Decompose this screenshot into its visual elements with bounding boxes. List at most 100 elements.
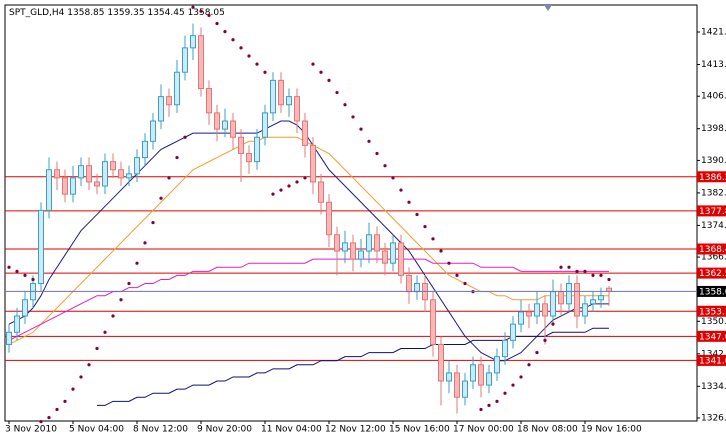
sar-dot <box>23 273 27 277</box>
sar-dot <box>295 180 299 184</box>
sar-dot <box>127 281 131 286</box>
sar-dot <box>599 273 603 277</box>
candle-body <box>270 79 276 114</box>
sar-dot <box>479 407 483 412</box>
header-high: 1359.35 <box>107 8 144 18</box>
sar-dot <box>143 241 147 245</box>
sar-dot <box>279 188 283 192</box>
sar-dot <box>535 350 539 355</box>
sar-dot <box>71 387 75 391</box>
candle-body <box>478 364 484 386</box>
y-tick-label: 1390.30 <box>701 156 726 166</box>
candle-body <box>6 331 12 345</box>
sar-dot <box>287 184 291 188</box>
candle-body <box>302 120 308 146</box>
x-tick-label: 3 Nov 2010 <box>5 425 57 435</box>
candle-body <box>78 165 84 179</box>
candle-body <box>454 372 460 398</box>
sar-dot <box>111 314 115 318</box>
sar-dot <box>15 269 19 273</box>
y-tick-label: 1374.30 <box>701 221 726 231</box>
candle-body <box>206 87 212 114</box>
candle-body <box>278 79 284 106</box>
candle-body <box>310 144 316 183</box>
sar-dot <box>215 21 219 26</box>
sar-dot <box>527 363 531 367</box>
candle-body <box>486 372 492 386</box>
y-tick-label: 1342.70 <box>701 349 726 359</box>
y-tick-label: 1406.10 <box>701 92 726 102</box>
candle-body <box>470 364 476 382</box>
candle-body <box>14 315 20 333</box>
sar-dot <box>383 164 387 168</box>
level-label: 1347.00 <box>699 332 726 342</box>
candle-body <box>62 177 68 195</box>
sar-dot <box>31 277 35 282</box>
sar-dot <box>359 127 363 131</box>
sar-dot <box>607 277 611 282</box>
candle-body <box>46 169 52 211</box>
sar-dot <box>367 139 371 143</box>
sar-dot <box>455 273 459 277</box>
sar-dot <box>159 196 163 200</box>
candle-body <box>494 356 500 374</box>
x-tick-label: 8 Nov 12:00 <box>133 425 188 435</box>
candle-body <box>350 242 356 260</box>
candle-body <box>38 209 44 285</box>
candle-body <box>414 283 420 293</box>
sar-dot <box>415 212 419 217</box>
sar-dot <box>575 269 579 273</box>
level-label: 1386.27 <box>699 173 726 183</box>
candle-body <box>342 242 348 252</box>
y-tick-label: 1366.50 <box>701 253 726 263</box>
candle-body <box>222 120 228 130</box>
level-label-box <box>697 305 726 317</box>
x-tick-label: 15 Nov 16:00 <box>389 425 450 435</box>
sar-dot <box>399 188 403 192</box>
sar-dot <box>511 383 515 387</box>
indicator-line <box>97 327 609 406</box>
y-tick-label: 1334.70 <box>701 382 726 392</box>
candle-body <box>462 380 468 398</box>
x-tick-label: 17 Nov 00:00 <box>453 425 514 435</box>
level-label-box <box>697 267 726 279</box>
sar-dot <box>503 391 507 395</box>
candle-body <box>126 173 132 179</box>
x-tick-label: 11 Nov 04:00 <box>261 425 322 435</box>
indicator-line <box>8 120 609 362</box>
indicator-line <box>8 258 609 341</box>
sar-dot <box>559 265 563 269</box>
y-tick-label: 1413.90 <box>701 60 726 70</box>
sar-dot <box>263 70 267 74</box>
candle-body <box>174 71 180 106</box>
sar-dot <box>567 265 571 269</box>
sar-dot <box>407 200 411 204</box>
plot-frame <box>4 4 698 422</box>
candle-body <box>566 283 572 305</box>
candle-body <box>582 303 588 317</box>
level-label: 1377.87 <box>699 207 726 217</box>
sar-dot <box>463 281 467 286</box>
candle-body <box>502 339 508 358</box>
sar-dot <box>39 420 43 424</box>
candle-body <box>526 311 532 317</box>
candle-body <box>366 234 372 252</box>
y-tick-label: 1398.10 <box>701 124 726 134</box>
level-label-box <box>697 171 726 183</box>
header-close: 1358.05 <box>188 8 225 18</box>
candle-body <box>334 234 340 252</box>
candle-body <box>254 136 260 163</box>
y-tick-label: 1326.90 <box>701 413 726 423</box>
sar-dot <box>231 38 235 42</box>
sar-dot <box>431 237 435 241</box>
sar-dot <box>319 70 323 74</box>
sar-dot <box>87 363 91 367</box>
candle-body <box>398 242 404 276</box>
current-price-label: 1358.05 <box>699 287 726 297</box>
sar-dot <box>327 78 331 82</box>
candle-body <box>198 35 204 89</box>
level-label: 1353.17 <box>699 307 726 317</box>
sar-dot <box>7 265 11 269</box>
sar-dot <box>175 155 179 160</box>
